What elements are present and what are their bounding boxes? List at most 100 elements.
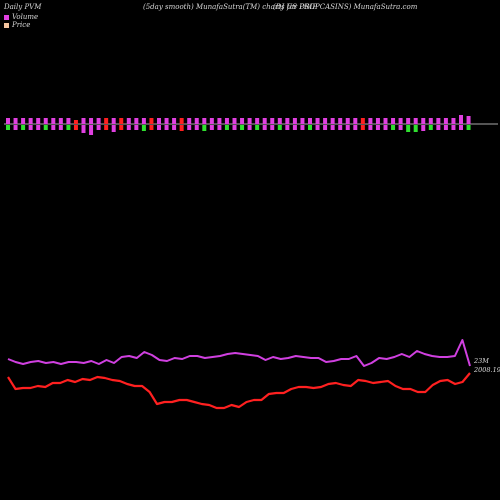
volume-bar-down <box>187 125 192 130</box>
volume-bar-up <box>104 118 109 124</box>
header-middle: (5day smooth) MunafaSutra(TM) charts for… <box>143 3 318 11</box>
legend-price-swatch <box>4 22 9 28</box>
volume-bar-down <box>149 125 154 130</box>
volume-bar-down <box>315 125 320 130</box>
volume-bar-down <box>270 125 275 130</box>
volume-bar-down <box>413 125 418 132</box>
volume-bar-down <box>224 125 229 130</box>
volume-bar-up <box>375 118 380 124</box>
volume-bar-down <box>126 125 131 130</box>
volume-bar-down <box>179 125 184 131</box>
volume-bar-up <box>134 118 139 124</box>
volume-bar-up <box>338 118 343 124</box>
header-left: Daily PVM <box>4 3 42 11</box>
volume-bar-down <box>292 125 297 130</box>
volume-bar-up <box>73 120 78 124</box>
volume-bar-up <box>459 115 463 124</box>
volume-bar-up <box>13 118 18 124</box>
volume-bar-up <box>51 118 56 124</box>
volume-bar-up <box>406 118 411 124</box>
price-end-label: 2008.19 <box>473 366 500 374</box>
volume-bar-up <box>368 118 373 124</box>
volume-bar-down <box>141 125 146 131</box>
volume-bar-up <box>262 118 267 124</box>
volume-bar-down <box>240 125 245 130</box>
volume-bar-up <box>89 118 94 124</box>
volume-bar-down <box>119 125 124 130</box>
volume-bar-up <box>172 118 177 124</box>
volume-bar-down <box>194 125 199 130</box>
volume-bar-up <box>240 118 245 124</box>
volume-bar-down <box>353 125 358 130</box>
legend-price: Price <box>4 21 144 29</box>
volume-bar-up <box>119 118 124 124</box>
volume-bar-up <box>194 118 199 124</box>
volume-bar-up <box>413 118 418 124</box>
volume-bar-up <box>96 118 101 124</box>
volume-bar-down <box>436 125 441 130</box>
volume-bar-up <box>111 118 116 124</box>
volume-bar-down <box>209 125 214 130</box>
volume-bar-down <box>398 125 403 130</box>
volume-bar-down <box>383 125 388 130</box>
volume-bar-down <box>81 125 86 133</box>
volume-bar-down <box>360 125 365 130</box>
volume-bar-up <box>436 118 441 124</box>
volume-bar-up <box>232 118 237 124</box>
volume-bar-down <box>443 125 448 130</box>
legend-volume-label: Volume <box>12 13 39 21</box>
volume-bar-down <box>104 125 109 130</box>
volume-bar-up <box>308 118 312 124</box>
volume-bar-up <box>81 118 86 124</box>
header-right: (DJ US PROPCASINS) MunafaSutra.com <box>273 3 418 11</box>
volume-bar-down <box>66 125 71 130</box>
volume-bar-down <box>308 125 312 130</box>
volume-bar-up <box>58 118 63 124</box>
volume-bar-up <box>300 118 305 124</box>
volume-bar-up <box>323 118 328 124</box>
volume-bar-down <box>89 125 94 135</box>
volume-bar-down <box>330 125 335 130</box>
volume-bar-up <box>28 118 33 124</box>
volume-bar-up <box>451 118 456 124</box>
volume-bar-down <box>262 125 267 130</box>
volume-bar-down <box>51 125 56 130</box>
volume-bar-down <box>157 125 161 130</box>
volume-bar-down <box>255 125 260 130</box>
volume-bar-down <box>375 125 380 130</box>
volume-bar-down <box>111 125 116 132</box>
volume-bar-down <box>285 125 290 130</box>
volume-bar-up <box>247 118 252 124</box>
volume-bar-up <box>149 118 154 124</box>
volume-bar-up <box>255 118 260 124</box>
volume-bar-down <box>451 125 456 130</box>
volume-bar-down <box>217 125 222 130</box>
volume-bar-down <box>36 125 41 130</box>
volume-bar-down <box>421 125 426 131</box>
volume-bar-up <box>330 118 335 124</box>
volume-bar-up <box>141 118 146 124</box>
volume-bar-down <box>43 125 48 130</box>
volume-bar-up <box>209 118 214 124</box>
volume-bar-down <box>13 125 18 130</box>
volume-bar-up <box>157 118 161 124</box>
volume-bar-down <box>164 125 169 130</box>
volume-bar-up <box>217 118 222 124</box>
volume-bar-up <box>428 118 433 124</box>
volume-bar-up <box>360 118 365 124</box>
volume-bar-down <box>345 125 350 130</box>
volume-bar-down <box>73 125 78 130</box>
volume-bar-up <box>66 118 71 124</box>
volume-bar-up <box>202 118 207 124</box>
volume-bar-down <box>368 125 373 130</box>
volume-bar-down <box>6 125 10 130</box>
volume-bar-down <box>28 125 33 130</box>
volume-bar-up <box>21 118 26 124</box>
volume-bar-down <box>172 125 177 130</box>
volume-line <box>7 339 471 367</box>
volume-bar-down <box>466 125 471 130</box>
volume-bar-up <box>187 118 192 124</box>
volume-bar-down <box>459 125 463 130</box>
volume-bar-up <box>126 118 131 124</box>
